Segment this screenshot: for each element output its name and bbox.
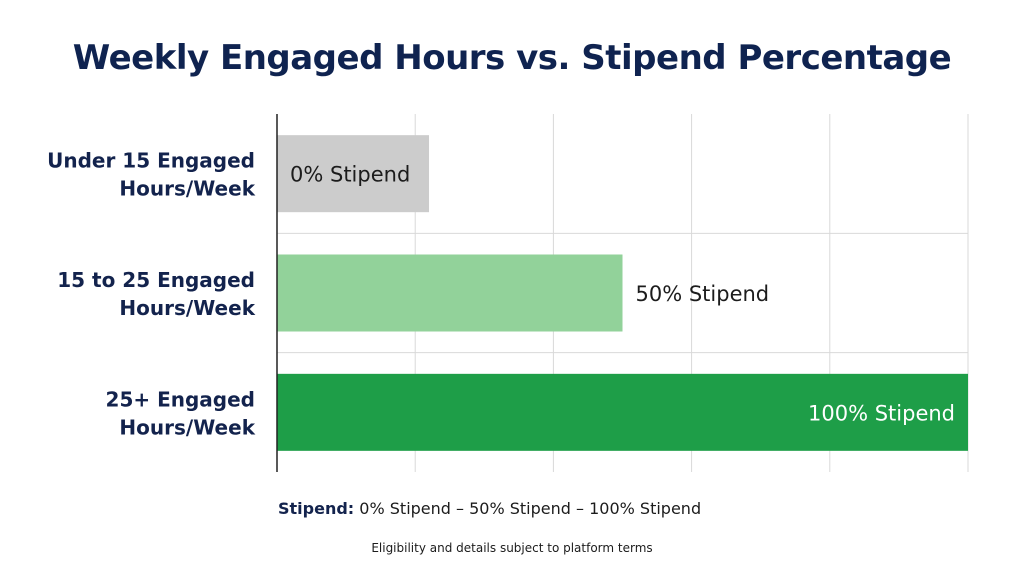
data-label: 50% Stipend <box>636 282 770 306</box>
category-label: Hours/Week <box>119 415 255 439</box>
stipend-legend: Stipend: 0% Stipend – 50% Stipend – 100%… <box>278 499 701 518</box>
data-label: 0% Stipend <box>290 163 410 187</box>
bar <box>277 373 968 451</box>
bar <box>277 254 623 332</box>
category-label: 25+ Engaged <box>106 387 255 411</box>
category-label: Under 15 Engaged <box>47 149 255 173</box>
chart-title: Weekly Engaged Hours vs. Stipend Percent… <box>72 38 952 78</box>
category-label: Hours/Week <box>119 177 255 201</box>
bar <box>277 135 430 213</box>
data-label: 100% Stipend <box>808 401 955 425</box>
category-label: 15 to 25 Engaged <box>57 268 255 292</box>
legend-label: Stipend: <box>278 499 355 518</box>
legend-text: 0% Stipend – 50% Stipend – 100% Stipend <box>354 499 702 518</box>
footnote: Eligibility and details subject to platf… <box>371 541 653 555</box>
category-label: Hours/Week <box>119 296 255 320</box>
